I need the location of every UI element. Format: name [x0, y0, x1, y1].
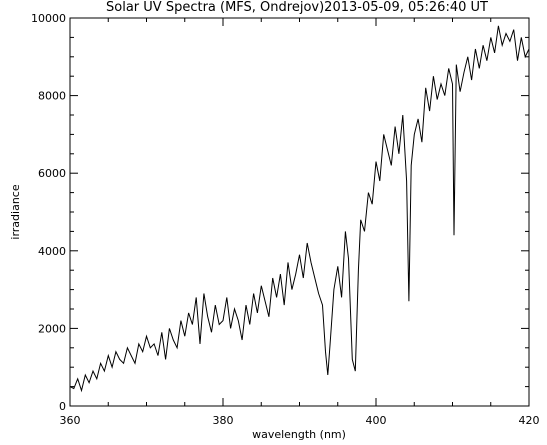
y-axis-label: irradiance	[9, 184, 22, 239]
x-tick-label: 400	[366, 414, 387, 427]
y-axis: 0 2000 4000 6000 8000 10000	[31, 12, 529, 413]
y-tick-label: 10000	[31, 12, 66, 25]
x-tick-label: 420	[519, 414, 540, 427]
plot-frame	[69, 17, 530, 407]
y-tick-label: 8000	[38, 90, 66, 103]
x-axis-label: wavelength (nm)	[252, 428, 346, 441]
y-tick-label: 6000	[38, 167, 66, 180]
x-tick-label: 360	[60, 414, 81, 427]
x-axis: 360 380 400 420	[60, 18, 540, 427]
y-tick-label: 0	[59, 400, 66, 413]
y-tick-label: 4000	[38, 245, 66, 258]
chart-title: Solar UV Spectra (MFS, Ondrejov)2013-05-…	[106, 0, 488, 15]
x-tick-label: 380	[213, 414, 234, 427]
spectrum-series-line	[69, 25, 530, 393]
y-tick-label: 2000	[38, 322, 66, 335]
